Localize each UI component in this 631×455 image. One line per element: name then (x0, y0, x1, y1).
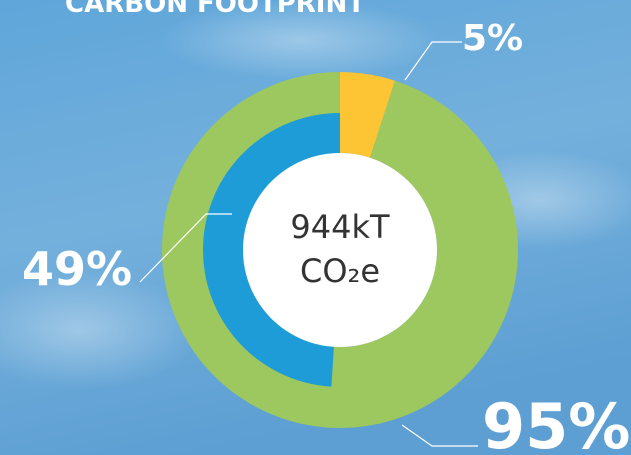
center-hole (243, 153, 437, 347)
value-label: 95% (482, 390, 630, 455)
leader-line (401, 424, 478, 447)
donut-segment (203, 113, 340, 387)
leader-line (139, 213, 232, 283)
chart-title: CARBON FOOTPRINT (65, 0, 365, 19)
donut-segment (340, 72, 396, 158)
cloud (0, 270, 200, 390)
value-label: 49% (22, 242, 132, 296)
value-label: 5% (462, 18, 523, 59)
leader-line (404, 41, 462, 81)
cloud (160, 0, 440, 80)
center-label: 944kT (290, 208, 390, 246)
center-label: CO₂e (300, 252, 380, 290)
donut (162, 72, 518, 428)
